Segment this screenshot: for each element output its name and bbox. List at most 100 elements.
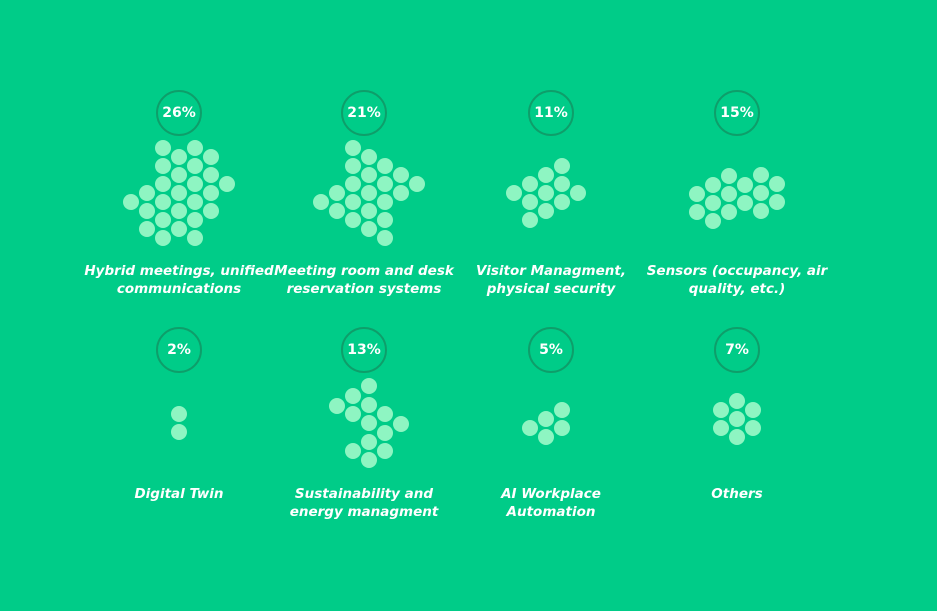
percentage-dot xyxy=(313,194,329,210)
percentage-badge: 26% xyxy=(156,90,202,136)
category-label: Sustainability and energy managment xyxy=(264,485,464,521)
percentage-dot xyxy=(729,393,745,409)
category-label: Meeting room and desk reservation systems xyxy=(264,262,464,298)
percentage-dot xyxy=(538,411,554,427)
percentage-dot xyxy=(753,167,769,183)
percentage-dot xyxy=(713,402,729,418)
percentage-badge: 5% xyxy=(528,327,574,373)
percentage-dot xyxy=(506,185,522,201)
percentage-dot xyxy=(361,415,377,431)
percentage-dot xyxy=(393,167,409,183)
percentage-dot xyxy=(361,397,377,413)
percentage-dot xyxy=(393,185,409,201)
percentage-dot xyxy=(705,213,721,229)
percentage-dot xyxy=(554,402,570,418)
category-label-line: communications xyxy=(116,281,242,297)
percentage-dot xyxy=(329,203,345,219)
percentage-dot xyxy=(171,203,187,219)
percentage-dot xyxy=(538,167,554,183)
category-label: Others xyxy=(637,485,837,503)
percentage-badge: 11% xyxy=(528,90,574,136)
percentage-dot xyxy=(361,167,377,183)
category-label: Digital Twin xyxy=(79,485,279,503)
percentage-dot xyxy=(554,194,570,210)
percentage-dot xyxy=(361,221,377,237)
percentage-dot xyxy=(522,212,538,228)
percentage-dot xyxy=(171,185,187,201)
percentage-dot xyxy=(345,443,361,459)
percentage-dot xyxy=(361,378,377,394)
percentage-dot xyxy=(345,194,361,210)
percentage-dot xyxy=(139,221,155,237)
percentage-dot xyxy=(155,230,171,246)
percentage-dot xyxy=(538,429,554,445)
percentage-dot xyxy=(554,420,570,436)
percentage-dot xyxy=(361,185,377,201)
percentage-dot xyxy=(689,186,705,202)
category-label: AI Workplace Automation xyxy=(451,485,651,521)
category-label: Sensors (occupancy, air quality, etc.) xyxy=(637,262,837,298)
category-label-line: Sustainability and xyxy=(294,486,434,502)
percentage-dot xyxy=(123,194,139,210)
percentage-dot xyxy=(345,158,361,174)
category-label-line: AI Workplace xyxy=(501,486,601,502)
percentage-dot xyxy=(753,203,769,219)
percentage-dot xyxy=(345,176,361,192)
percentage-dot xyxy=(570,185,586,201)
percentage-dot xyxy=(361,452,377,468)
percentage-dot xyxy=(769,176,785,192)
percentage-dot xyxy=(155,140,171,156)
percentage-dot xyxy=(377,406,393,422)
percentage-dot xyxy=(745,420,761,436)
percentage-dot xyxy=(745,402,761,418)
percentage-dot xyxy=(155,212,171,228)
category-label-line: Meeting room and desk xyxy=(274,263,454,279)
percentage-dot xyxy=(203,149,219,165)
percentage-badge: 7% xyxy=(714,327,760,373)
percentage-dot xyxy=(769,194,785,210)
percentage-dot xyxy=(345,406,361,422)
percentage-dot xyxy=(705,195,721,211)
percentage-dot xyxy=(538,203,554,219)
percentage-badge: 2% xyxy=(156,327,202,373)
percentage-dot xyxy=(187,230,203,246)
category-label-line: Digital Twin xyxy=(134,486,224,502)
category-label: Hybrid meetings, unified communications xyxy=(79,262,279,298)
percentage-badge: 13% xyxy=(341,327,387,373)
percentage-dot xyxy=(409,176,425,192)
category-label-line: Automation xyxy=(506,504,596,520)
category-label-line: energy managment xyxy=(289,504,439,520)
percentage-dot xyxy=(155,194,171,210)
percentage-dot xyxy=(203,203,219,219)
percentage-dot xyxy=(377,176,393,192)
percentage-dot xyxy=(171,149,187,165)
percentage-dot xyxy=(377,194,393,210)
percentage-dot xyxy=(393,416,409,432)
percentage-dot xyxy=(554,158,570,174)
percentage-dot xyxy=(377,230,393,246)
percentage-badge: 21% xyxy=(341,90,387,136)
percentage-dot xyxy=(187,140,203,156)
percentage-dot xyxy=(361,149,377,165)
percentage-dot xyxy=(219,176,235,192)
percentage-dot xyxy=(187,212,203,228)
category-label-line: reservation systems xyxy=(286,281,442,297)
percentage-dot xyxy=(203,185,219,201)
percentage-dot xyxy=(713,420,729,436)
percentage-dot xyxy=(171,167,187,183)
percentage-dot xyxy=(729,429,745,445)
percentage-dot xyxy=(139,185,155,201)
percentage-dot xyxy=(737,195,753,211)
percentage-dot xyxy=(329,185,345,201)
percentage-dot xyxy=(187,176,203,192)
percentage-dot xyxy=(538,185,554,201)
percentage-dot xyxy=(155,176,171,192)
percentage-dot xyxy=(171,406,187,422)
percentage-dot xyxy=(345,212,361,228)
percentage-dot xyxy=(377,212,393,228)
category-label: Visitor Managment, physical security xyxy=(451,262,651,298)
category-label-line: Others xyxy=(711,486,763,502)
percentage-dot xyxy=(705,177,721,193)
percentage-dot xyxy=(361,434,377,450)
percentage-dot xyxy=(737,177,753,193)
